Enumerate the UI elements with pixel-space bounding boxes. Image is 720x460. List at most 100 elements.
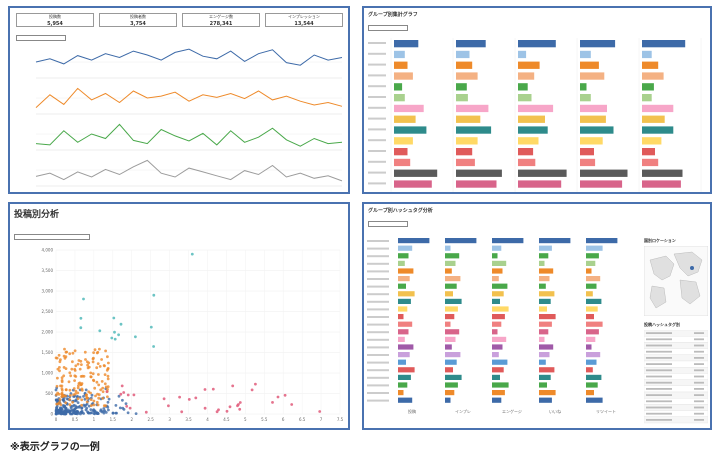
point: [102, 407, 106, 410]
point: [103, 373, 107, 376]
point: [106, 400, 110, 404]
bar: [586, 344, 592, 350]
bar: [394, 50, 405, 59]
bar: [642, 104, 674, 113]
bar: [539, 352, 550, 358]
point: [80, 403, 83, 407]
bar: [492, 314, 505, 320]
location-map[interactable]: [644, 246, 708, 316]
bar: [456, 40, 486, 48]
point: [58, 369, 61, 373]
y-tick-label: 3,000: [42, 289, 54, 294]
point: [162, 397, 166, 401]
point: [149, 325, 153, 329]
kpi-value: 13,544: [294, 21, 314, 27]
bar: [456, 158, 475, 167]
bar: [539, 238, 571, 244]
bar: [398, 329, 409, 335]
bar: [539, 276, 550, 282]
panel-title: グループ別集計グラフ: [368, 12, 418, 18]
bar: [445, 260, 456, 266]
group-filter-select[interactable]: [16, 35, 66, 41]
point: [106, 367, 110, 371]
bar: [456, 50, 470, 59]
point: [70, 412, 73, 416]
point: [318, 410, 322, 413]
bar: [398, 291, 415, 297]
bar: [580, 40, 616, 48]
cell-placeholder: [694, 381, 704, 384]
point: [99, 409, 102, 413]
x-tick-label: 7: [320, 417, 323, 422]
bar: [518, 72, 535, 80]
post-analysis-panel: 投稿別分析 0 500 1,000 1,500 2,000 2,500 3,000 3,500…: [8, 202, 350, 430]
bar: [394, 72, 413, 80]
group-select[interactable]: [368, 25, 408, 31]
row-label-placeholder: [368, 52, 386, 55]
bar: [518, 137, 539, 145]
bar: [445, 374, 462, 380]
bar: [398, 397, 413, 403]
bar: [398, 245, 413, 251]
series-line: [35, 48, 343, 66]
bar: [580, 137, 603, 145]
bar: [398, 336, 405, 342]
point: [167, 404, 170, 408]
point: [180, 410, 184, 414]
bar: [394, 158, 411, 167]
point: [96, 403, 100, 407]
point: [69, 406, 73, 410]
point: [71, 400, 74, 404]
bar: [456, 94, 468, 102]
point: [126, 393, 130, 397]
point: [125, 404, 129, 408]
bar: [492, 367, 504, 373]
point: [55, 402, 59, 406]
group-select[interactable]: [368, 221, 408, 227]
series-chart: [35, 87, 343, 115]
row-label-placeholder: [368, 150, 386, 152]
bar: [445, 397, 451, 403]
x-tick-label: 0: [55, 417, 58, 422]
bar: [586, 260, 596, 266]
point: [58, 360, 62, 364]
point: [68, 388, 72, 392]
bar: [445, 367, 453, 373]
point: [128, 406, 132, 410]
bar: [586, 283, 597, 289]
bar: [445, 253, 460, 259]
row-label-placeholder: [368, 171, 386, 174]
date-end[interactable]: [250, 234, 310, 240]
scatter-plot: 0 500 1,000 1,500 2,000 2,500 3,000 3,500 4,000 0…: [42, 248, 344, 423]
bar: [586, 382, 598, 388]
bar: [456, 126, 492, 134]
bar: [580, 126, 614, 134]
point: [107, 361, 110, 365]
bar: [586, 390, 594, 396]
point: [106, 405, 110, 409]
bar: [539, 359, 546, 365]
bar: [492, 268, 503, 274]
point: [89, 404, 93, 407]
row-label-placeholder: [367, 240, 389, 242]
point: [134, 412, 138, 415]
x-tick-label: 5: [244, 417, 247, 422]
bar: [642, 94, 652, 102]
cell-placeholder: [694, 363, 704, 365]
date-start[interactable]: [114, 234, 166, 240]
point: [76, 391, 80, 395]
date-range-filter[interactable]: [150, 35, 210, 41]
point: [94, 394, 97, 398]
metric-select[interactable]: [14, 234, 90, 240]
bar: [539, 336, 545, 342]
row-label-placeholder: [368, 106, 386, 109]
point: [113, 330, 116, 334]
point: [92, 399, 96, 403]
hashtag-table[interactable]: [644, 330, 708, 426]
point: [67, 410, 71, 414]
bar: [492, 306, 509, 312]
cell-placeholder: [646, 406, 672, 409]
bar: [456, 104, 489, 113]
point: [134, 335, 137, 339]
point: [290, 403, 294, 406]
